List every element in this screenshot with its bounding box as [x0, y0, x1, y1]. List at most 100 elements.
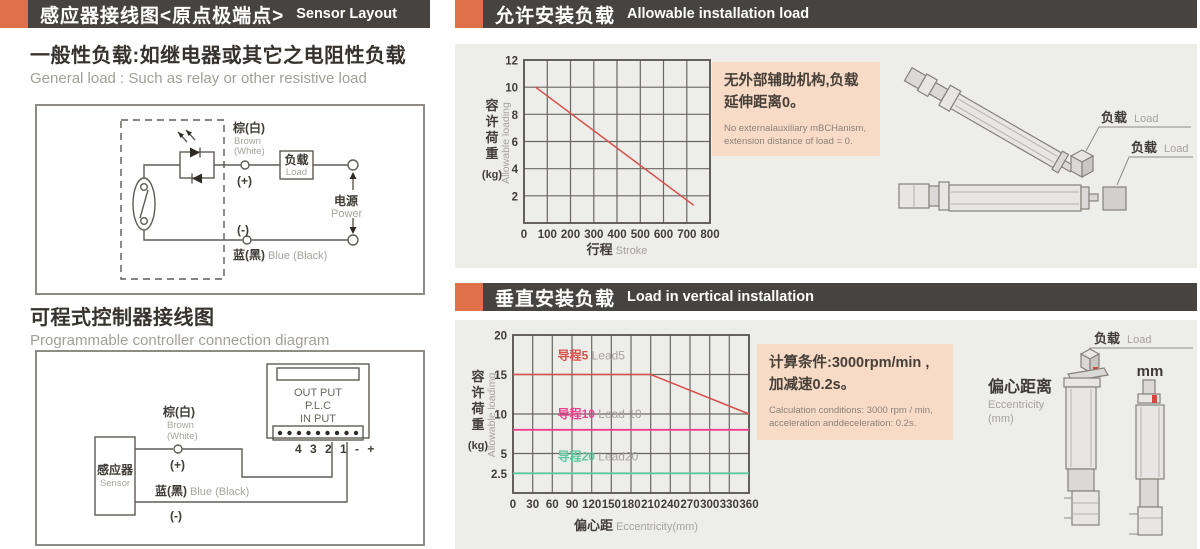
eccentricity-label-zh: 偏心距离 [988, 377, 1052, 396]
svg-text:100: 100 [538, 229, 557, 241]
power-label-en: Power [331, 208, 363, 220]
load-callout-2: 负载 Load [1116, 140, 1193, 186]
svg-text:重: 重 [485, 146, 498, 161]
svg-text:500: 500 [631, 229, 650, 241]
plc-title: 可程式控制器接线图 Programmable controller connec… [30, 301, 329, 349]
brown-wire-label-en2: (White) [234, 146, 265, 157]
svg-text:8: 8 [512, 110, 519, 122]
plc-terminal-strip [272, 425, 364, 441]
svg-text:600: 600 [654, 229, 673, 241]
svg-text:5: 5 [501, 449, 508, 461]
plc-unit: OUT PUT P.L.C IN PUT 4 3 2 1 - + [266, 363, 377, 456]
svg-text:10: 10 [494, 410, 507, 422]
power-terminal-negative [347, 234, 359, 246]
plc-terminal-numbers: 4 3 2 1 - + [295, 442, 377, 456]
blue-wire-label-zh: 蓝(黑) [233, 247, 265, 262]
load-callout-1: 负载 Load [1085, 110, 1191, 152]
load-box-label-en: Load [286, 167, 307, 178]
power-label-zh: 电源 [334, 193, 358, 208]
svg-text:240: 240 [661, 499, 680, 511]
flat-actuator [898, 181, 1127, 212]
general-load-diagram-box: 负载 Load 棕(白) Brown (White) (+) 电源 Power [35, 104, 425, 295]
plc-plus-label: (+) [170, 458, 185, 472]
header-title-en: Sensor Layout [296, 6, 397, 22]
svg-text:荷: 荷 [484, 130, 498, 145]
plc-connection-diagram: OUT PUT P.L.C IN PUT 4 3 2 1 - + 感应器 Sen… [94, 363, 377, 523]
plc-name-label: P.L.C [305, 400, 331, 412]
load-label-en: Load [1127, 334, 1151, 346]
svg-text:200: 200 [561, 229, 580, 241]
svg-text:360: 360 [739, 499, 758, 511]
svg-text:180: 180 [621, 499, 640, 511]
svg-text:150: 150 [602, 499, 621, 511]
inclined-actuator [903, 66, 1075, 174]
load-cube [1069, 149, 1095, 179]
svg-text:导程20 Lead20: 导程20 Lead20 [558, 449, 639, 464]
horizontal-actuator-illustration: 负载 Load 负载 Load [898, 66, 1193, 212]
eccentricity-label-unit: (mm) [988, 413, 1014, 425]
power-arrows [349, 172, 357, 234]
svg-text:2.5: 2.5 [491, 469, 508, 481]
svg-text:800: 800 [700, 229, 719, 241]
svg-text:400: 400 [607, 229, 626, 241]
svg-text:(kg): (kg) [468, 440, 489, 452]
plc-blue-label-zh: 蓝(黑) [155, 483, 187, 498]
svg-text:300: 300 [700, 499, 719, 511]
vertical-actuator-right [1129, 379, 1165, 536]
red-marker [1152, 395, 1157, 403]
general-load-title-zh: 一般性负载:如继电器或其它之电阻性负载 [30, 45, 407, 67]
plc-inputs-label: IN PUT [300, 413, 336, 425]
calculation-conditions-note: 计算条件:3000rpm/min , 加减速0.2s。 Calculation … [757, 344, 953, 440]
svg-text:2: 2 [512, 191, 518, 203]
load-box-label-zh: 负载 [284, 152, 308, 167]
plc-blue-label-en: Blue (Black) [190, 486, 249, 498]
load-label-en: Load [1134, 113, 1158, 125]
svg-text:6: 6 [512, 137, 518, 149]
load-label-zh: 负载 [1094, 331, 1120, 346]
svg-text:0: 0 [510, 499, 516, 511]
plc-minus-label: (-) [170, 509, 182, 523]
svg-text:210: 210 [641, 499, 660, 511]
header-title-en: Allowable installation load [627, 6, 810, 22]
svg-text:导程10 Lead 10: 导程10 Lead 10 [558, 406, 642, 421]
svg-text:(kg): (kg) [482, 169, 503, 181]
mm-label: mm [1137, 363, 1164, 380]
no-auxiliary-note: 无外部辅助机构,负载 延伸距离0。 No externalauxiliary m… [712, 62, 880, 156]
general-load-title-en: General load : Such as relay or other re… [30, 70, 367, 87]
eccentricity-load-chart: 0 30 60 90 120 150 180 210 240 270 300 330 360 2.5 5 10… [468, 331, 759, 534]
plc-title-zh: 可程式控制器接线图 [30, 307, 215, 329]
load-label-zh: 负载 [1101, 110, 1127, 125]
plc-diagram-box: OUT PUT P.L.C IN PUT 4 3 2 1 - + 感应器 Sen… [35, 350, 425, 546]
note-line-zh2: 加减速0.2s。 [769, 376, 856, 393]
note-line-zh1: 无外部辅助机构,负载 [724, 73, 859, 89]
plc-title-en: Programmable controller connection diagr… [30, 332, 330, 349]
vertical-actuator-left [1063, 348, 1109, 526]
eccentricity-label-en: Eccentricity [988, 399, 1045, 411]
power-terminal-positive [347, 159, 359, 171]
load-label-zh: 负载 [1131, 140, 1157, 155]
plc-brown-label-en1: Brown [167, 420, 194, 431]
svg-text:许: 许 [471, 385, 484, 400]
header-title-en: Load in vertical installation [627, 289, 814, 305]
brown-wire-label-en1: Brown [234, 136, 261, 147]
sensor-dashed-boundary [120, 119, 225, 280]
plus-label: (+) [237, 174, 252, 188]
svg-text:行程 Stroke: 行程 Stroke [586, 242, 648, 257]
wire-node-negative [242, 235, 252, 245]
svg-text:15: 15 [494, 370, 507, 382]
svg-text:300: 300 [584, 229, 603, 241]
svg-text:容: 容 [484, 98, 498, 113]
svg-text:许: 许 [485, 114, 498, 129]
plc-brown-label-en2: (White) [167, 431, 198, 442]
header-accent-square [455, 0, 483, 28]
header-allowable-installation-load: 允许安装负载 Allowable installation load [455, 0, 1197, 28]
led-diode-symbol [177, 129, 215, 184]
plc-brown-label-zh: 棕(白) [162, 404, 195, 419]
svg-text:20: 20 [494, 331, 507, 343]
note-line-zh1: 计算条件:3000rpm/min , [769, 355, 930, 371]
svg-text:4: 4 [512, 164, 519, 176]
svg-text:12: 12 [505, 56, 518, 68]
note-line-en: Calculation conditions: 3000 rpm / min, … [769, 404, 933, 429]
